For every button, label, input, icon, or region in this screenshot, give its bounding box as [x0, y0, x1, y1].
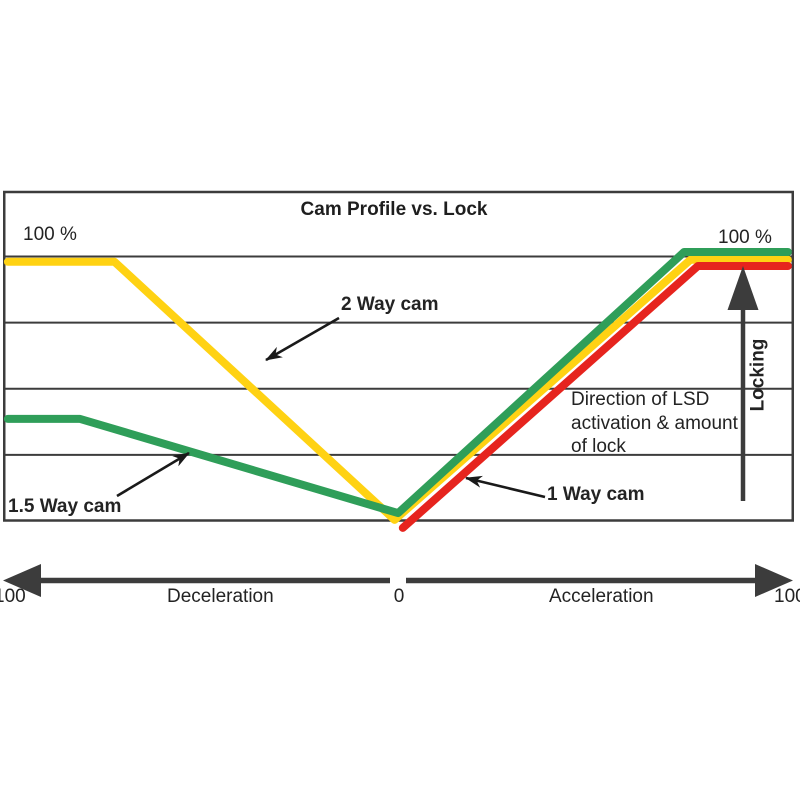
chart-title: Cam Profile vs. Lock: [300, 199, 488, 220]
y-value-label-left: 100 %: [23, 224, 77, 245]
x-axis-arrowhead-left: [3, 564, 41, 597]
x-axis-arrow: [3, 564, 793, 597]
axis-label-acceleration: Acceleration: [549, 586, 654, 607]
direction-note: Direction of LSD activation & amount of …: [571, 389, 738, 457]
y-value-label-right: 100 %: [718, 227, 772, 248]
axis-end-label-right: 100: [774, 586, 800, 607]
series-lines: [3, 248, 792, 532]
plot-border-rect: [3, 190, 794, 522]
series-line-1-5-way-cam: [3, 248, 792, 518]
series-line-1-way-cam: [398, 262, 792, 532]
plot-border: [3, 190, 794, 522]
leader-arrow-1-5-way-cam: [116, 451, 190, 498]
locking-arrow: [727, 266, 759, 501]
series-label-1-way-cam: 1 Way cam: [547, 484, 645, 505]
axis-zero-label: 0: [393, 586, 405, 607]
series-line-2-way-cam: [3, 255, 792, 524]
series-label-1-5-way-cam: 1.5 Way cam: [8, 496, 122, 517]
series-label-2-way-cam: 2 Way cam: [341, 294, 439, 315]
gridlines: [4, 255, 793, 456]
axis-label-deceleration: Deceleration: [167, 586, 274, 607]
locking-arrowhead-up: [727, 266, 759, 310]
locking-axis-label: Locking: [747, 338, 769, 412]
x-axis-arrowhead-right: [755, 564, 793, 597]
axis-end-label-left: 100: [0, 586, 26, 607]
leader-arrows: [116, 316, 546, 499]
leader-arrow-2-way-cam: [265, 316, 340, 362]
leader-arrow-1-way-cam: [465, 475, 546, 499]
